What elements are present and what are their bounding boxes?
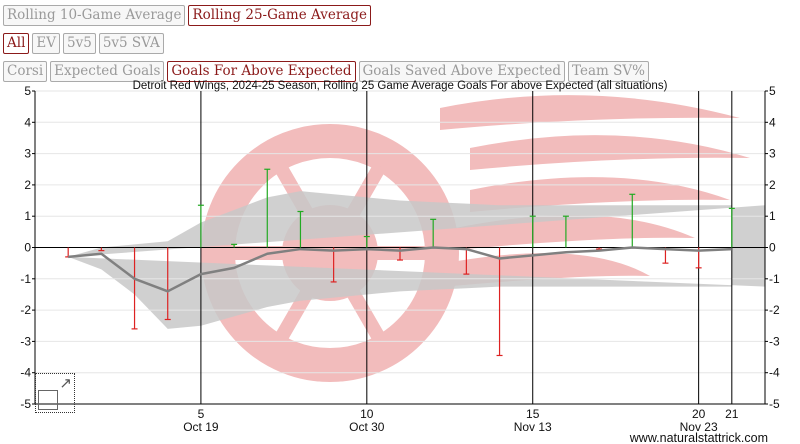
y-tick-label-right: 2 (769, 178, 776, 192)
logo-wing-feather-icon (455, 215, 695, 250)
rolling-average-polyline (68, 246, 732, 293)
x-tick-label: 15 (526, 407, 540, 421)
y-tick-label-right: -1 (769, 272, 780, 286)
rolling-window-selector: Rolling 10-Game Average Rolling 25-Game A… (3, 5, 371, 26)
window-button-rolling-10-game-average[interactable]: Rolling 10-Game Average (3, 5, 186, 26)
metric-button-team-sv-[interactable]: Team SV% (568, 61, 649, 82)
y-tick-label-left: -5 (20, 397, 31, 411)
x-tick-date-label: Nov 23 (680, 420, 718, 434)
metric-button-goals-saved-above-expected[interactable]: Goals Saved Above Expected (358, 61, 566, 82)
situation-button-5v5-sva[interactable]: 5v5 SVA (98, 33, 164, 54)
y-tick-label-left: 2 (24, 178, 31, 192)
logo-wing-feather-icon (470, 177, 730, 212)
x-tick-date-label: Nov 13 (514, 420, 552, 434)
y-tick-label-right: 0 (769, 241, 776, 255)
y-tick-label-right: 1 (769, 209, 776, 223)
y-tick-label-left: 1 (24, 209, 31, 223)
x-tick-label: 21 (725, 407, 739, 421)
metric-button-expected-goals[interactable]: Expected Goals (50, 61, 165, 82)
expand-arrow-icon: ↗ (59, 374, 72, 392)
expand-box-icon (38, 390, 58, 410)
league-range-band (68, 191, 765, 329)
logo-wing-feather-icon (440, 95, 740, 130)
logo-wing-feather-icon (470, 135, 750, 170)
y-tick-label-right: -2 (769, 303, 780, 317)
y-tick-label-right: -3 (769, 334, 780, 348)
situation-button-5v5[interactable]: 5v5 (63, 33, 96, 54)
logo-wheel-icon (201, 124, 459, 382)
metric-button-goals-for-above-expected[interactable]: Goals For Above Expected (167, 61, 356, 82)
y-tick-label-left: 3 (24, 147, 31, 161)
metric-button-corsi[interactable]: Corsi (3, 61, 48, 82)
league-range-area (68, 191, 765, 329)
chart-title: Detroit Red Wings, 2024-25 Season, Rolli… (133, 80, 668, 92)
y-tick-label-left: -4 (20, 366, 31, 380)
x-tick-label: 20 (692, 407, 706, 421)
metric-selector: Corsi Expected Goals Goals For Above Expec… (3, 61, 649, 82)
game-bars (65, 168, 735, 357)
y-tick-label-left: -2 (20, 303, 31, 317)
x-tick-date-label: Oct 30 (349, 420, 385, 434)
window-button-rolling-25-game-average[interactable]: Rolling 25-Game Average (188, 5, 371, 26)
expand-chart-button[interactable]: ↗ (35, 373, 75, 413)
situation-button-ev[interactable]: EV (32, 33, 60, 54)
y-tick-label-left: 4 (24, 115, 31, 129)
y-tick-label-left: 0 (24, 241, 31, 255)
y-tick-label-left: -1 (20, 272, 31, 286)
rolling-average-line (68, 246, 732, 293)
y-tick-label-left: 5 (24, 84, 31, 98)
x-tick-label: 10 (360, 407, 374, 421)
x-tick-label: 5 (198, 407, 205, 421)
y-tick-label-right: -4 (769, 366, 780, 380)
x-tick-date-label: Oct 19 (183, 420, 219, 434)
situation-button-all[interactable]: All (3, 33, 30, 54)
y-tick-label-right: 5 (769, 84, 776, 98)
logo-spoke-icon (323, 249, 387, 344)
y-tick-label-right: -5 (769, 397, 780, 411)
y-tick-label-left: -3 (20, 334, 31, 348)
site-watermark: www.naturalstattrick.com (629, 431, 768, 444)
y-tick-label-right: 3 (769, 147, 776, 161)
y-tick-label-right: 4 (769, 115, 776, 129)
situation-selector: All EV 5v5 5v5 SVA (3, 33, 164, 54)
